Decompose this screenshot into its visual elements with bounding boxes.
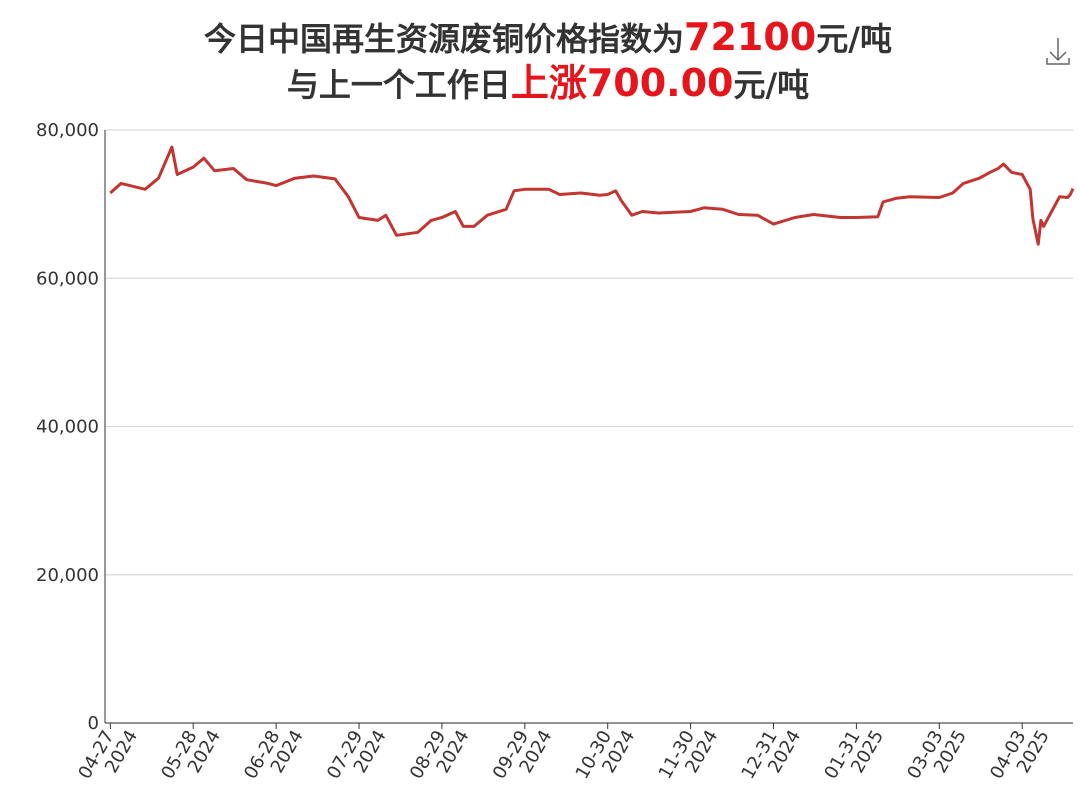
x-tick-label: 08-292024 [406, 717, 474, 793]
title-part: 与上一个工作日 [287, 66, 511, 104]
title-part: 元/吨 [816, 20, 892, 58]
x-tick-label: 11-302024 [655, 717, 723, 793]
x-tick-label: 04-032025 [986, 717, 1054, 793]
x-tick-label: 09-292024 [489, 717, 557, 793]
y-tick-label: 80,000 [36, 120, 99, 141]
x-tick-label: 03-032025 [903, 717, 971, 793]
title-highlight: 72100 [684, 15, 816, 59]
x-tick-label: 05-282024 [157, 717, 225, 793]
download-icon[interactable] [1046, 38, 1070, 65]
y-tick-label: 40,000 [36, 417, 99, 438]
title-highlight: 上涨700.00 [511, 61, 734, 105]
x-tick-label: 06-282024 [240, 717, 308, 793]
x-tick-label: 04-272024 [74, 717, 142, 793]
title-part: 今日中国再生资源废铜价格指数为 [204, 20, 684, 58]
chart-subtitle: 与上一个工作日上涨700.00元/吨 [287, 61, 809, 105]
y-tick-label: 0 [88, 713, 99, 734]
title-part: 元/吨 [733, 66, 809, 104]
line-series [109, 145, 1075, 246]
x-tick-label: 01-312025 [820, 717, 888, 793]
y-tick-label: 60,000 [36, 268, 99, 289]
chart-title: 今日中国再生资源废铜价格指数为72100元/吨 [204, 15, 892, 59]
y-tick-label: 20,000 [36, 565, 99, 586]
x-tick-label: 10-302024 [572, 717, 640, 793]
x-tick-label: 12-312024 [737, 717, 805, 793]
x-tick-label: 07-292024 [323, 717, 391, 793]
